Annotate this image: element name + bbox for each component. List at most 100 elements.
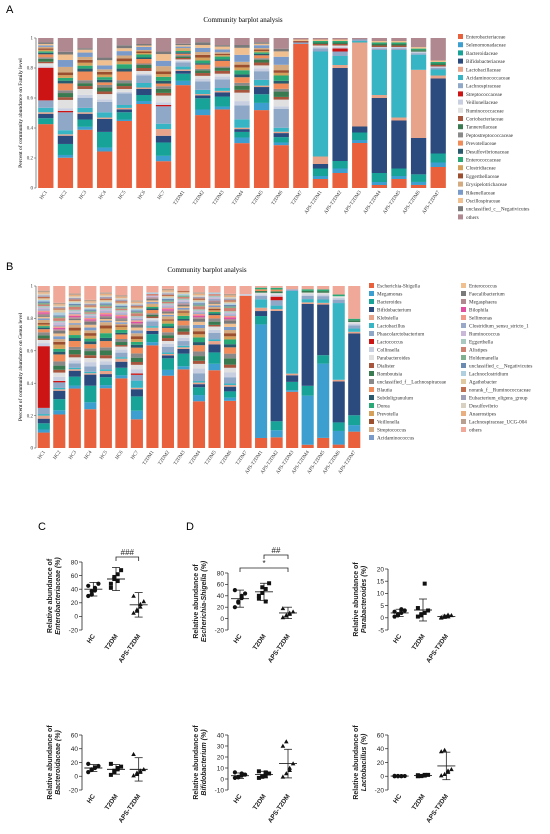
legend-label: Bilophila	[469, 308, 489, 314]
y-tick-label: 0.8	[27, 317, 34, 322]
bar-segment	[53, 329, 66, 331]
data-point	[236, 599, 241, 604]
bar-segment	[223, 298, 237, 301]
data-point	[260, 585, 265, 590]
data-point	[395, 773, 401, 779]
bar-segment	[97, 65, 113, 70]
bar-segment	[37, 323, 50, 325]
bar-segment	[317, 296, 330, 300]
x-tick-label: T2DM2	[158, 450, 172, 466]
bar-segment	[195, 98, 211, 110]
bar-segment	[348, 328, 361, 332]
bar-segment	[192, 351, 206, 357]
bar-segment	[84, 310, 97, 313]
bar-segment	[116, 91, 132, 94]
legend-swatch	[369, 419, 374, 424]
bar-segment	[115, 326, 128, 330]
bar-segment	[77, 107, 93, 113]
bar-segment	[68, 320, 81, 324]
bar-segment	[37, 306, 50, 308]
bar-segment	[99, 358, 112, 362]
bar-segment	[273, 38, 289, 49]
bar-segment	[38, 66, 54, 68]
x-tick-label: APS-T2DM	[118, 633, 143, 664]
bar-segment	[53, 339, 66, 342]
bar-segment	[97, 82, 113, 85]
data-point	[267, 581, 272, 586]
bar-segment	[286, 286, 299, 290]
bar-segment	[177, 369, 190, 448]
panel-letter-b: B	[6, 261, 13, 273]
bar-segment	[410, 174, 427, 182]
legend-swatch	[461, 427, 466, 432]
bar-segment	[177, 293, 190, 296]
bar-segment	[332, 45, 348, 47]
data-point	[280, 743, 286, 748]
data-point	[239, 593, 244, 598]
legend-label: Phascolarctobacterium	[377, 332, 424, 338]
bar-segment	[175, 45, 191, 47]
data-point	[108, 581, 113, 586]
data-point	[260, 590, 265, 595]
bar-segment	[192, 309, 206, 311]
legend-swatch	[458, 99, 463, 105]
bar-segment	[97, 117, 113, 119]
data-point	[134, 607, 140, 612]
bar-segment	[115, 311, 128, 314]
bar-segment	[155, 86, 172, 89]
y-axis-label-line1: Relative abundance of	[193, 725, 200, 800]
y-tick-label: 10	[217, 765, 225, 772]
data-point	[402, 773, 407, 779]
bar-segment	[234, 61, 250, 65]
bar-segment	[99, 298, 112, 301]
bar-segment	[273, 48, 289, 52]
bar-segment	[175, 66, 191, 70]
bar-segment	[130, 330, 143, 334]
bar-segment	[195, 47, 211, 53]
chart-title: Community barplot analysis	[167, 266, 247, 274]
bar-segment	[116, 86, 132, 89]
data-point	[445, 768, 451, 773]
data-point	[267, 771, 272, 776]
bar-segment	[146, 330, 159, 335]
y-tick-label: -20	[375, 787, 385, 794]
bar-segment	[161, 332, 175, 336]
bar-segment	[301, 290, 314, 293]
bar-segment	[301, 289, 314, 291]
y-axis-label: Percent of community abundance on Genus …	[17, 312, 24, 421]
bar-segment	[130, 396, 143, 411]
bar-segment	[37, 319, 50, 324]
legend-label: Agathobacter	[469, 380, 497, 386]
bar-segment	[273, 131, 289, 134]
x-tick-label: HC1	[39, 190, 49, 201]
bar-segment	[57, 83, 74, 91]
bar-segment	[53, 341, 66, 345]
bar-segment	[97, 112, 113, 118]
bar-segment	[234, 143, 250, 188]
bar-segment	[53, 344, 66, 349]
data-point	[438, 749, 444, 754]
bar-segment	[234, 74, 250, 78]
legend-swatch	[461, 323, 466, 328]
bar-segment	[84, 308, 97, 310]
bar-segment	[155, 76, 172, 81]
bar-segment	[177, 353, 190, 367]
y-tick-label: 0	[74, 774, 78, 781]
bar-segment	[99, 317, 112, 320]
legend-swatch	[458, 66, 463, 72]
bar-segment	[255, 291, 268, 293]
bar-segment	[68, 338, 81, 341]
data-point	[438, 614, 444, 620]
bar-segment	[115, 338, 128, 343]
bar-segment	[214, 92, 231, 97]
bar-segment	[37, 335, 50, 339]
bar-segment	[99, 337, 112, 342]
panel-letter-a: A	[6, 4, 14, 16]
bar-segment	[317, 355, 330, 364]
bar-segment	[255, 316, 268, 325]
bar-segment	[115, 332, 128, 335]
bar-segment	[37, 293, 50, 296]
bar-segment	[99, 312, 112, 315]
bar-segment	[192, 395, 206, 402]
bar-segment	[115, 325, 128, 327]
